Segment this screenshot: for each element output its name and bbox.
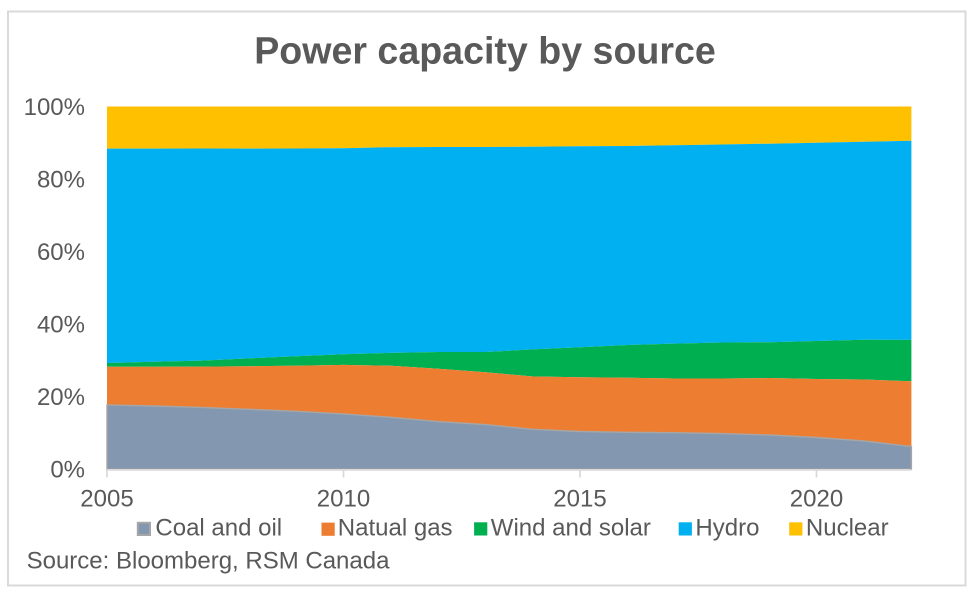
svg-text:20%: 20% — [37, 384, 85, 411]
svg-text:Natual gas: Natual gas — [338, 514, 453, 541]
svg-text:Power capacity by source: Power capacity by source — [254, 30, 716, 72]
svg-text:80%: 80% — [37, 166, 85, 193]
svg-text:2010: 2010 — [317, 485, 370, 512]
svg-text:100%: 100% — [24, 94, 85, 121]
svg-text:0%: 0% — [50, 457, 85, 484]
svg-text:40%: 40% — [37, 312, 85, 339]
svg-text:Hydro: Hydro — [695, 514, 759, 541]
svg-text:2015: 2015 — [553, 485, 606, 512]
svg-text:Coal and oil: Coal and oil — [155, 514, 282, 541]
svg-text:Source: Bloomberg, RSM Canada: Source: Bloomberg, RSM Canada — [27, 548, 391, 575]
svg-text:2005: 2005 — [80, 485, 133, 512]
svg-text:60%: 60% — [37, 239, 85, 266]
svg-text:Nuclear: Nuclear — [806, 514, 889, 541]
svg-text:Wind and solar: Wind and solar — [491, 514, 651, 541]
svg-text:2020: 2020 — [790, 485, 843, 512]
